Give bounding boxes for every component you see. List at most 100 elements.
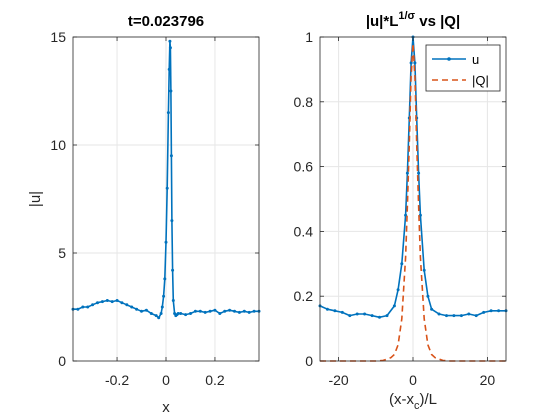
data-point (176, 312, 180, 315)
data-point (184, 313, 188, 317)
left-plot-title: t=0.023796 (128, 13, 204, 30)
data-point (237, 310, 241, 314)
data-point (162, 294, 166, 298)
data-point (189, 312, 192, 315)
legend: u |Q| (425, 44, 501, 92)
data-point (422, 268, 426, 272)
data-point (166, 111, 170, 115)
data-point (198, 309, 202, 313)
data-point (396, 288, 400, 292)
x-tick-label: 0 (409, 372, 417, 388)
y-tick-label: 0.8 (294, 94, 314, 110)
right-plot: -20 0 20 0 0.2 0.4 0.6 0.8 1 |u|*L1/σ vs |Q| (x-… (294, 10, 508, 412)
data-point (149, 312, 153, 315)
data-point (233, 309, 236, 313)
data-point (86, 305, 90, 309)
data-point (110, 300, 114, 304)
data-point (223, 309, 227, 313)
right-plot-xlabel-main: (x-x (389, 391, 414, 408)
data-point (96, 301, 99, 305)
right-plot-xlabel-sub: c (414, 400, 420, 412)
x-tick-label: 0.2 (205, 372, 225, 388)
data-point (144, 308, 148, 312)
left-plot-xlabel: x (162, 399, 170, 416)
data-point (125, 303, 129, 307)
data-point (378, 315, 381, 319)
y-tick-label: 10 (50, 137, 66, 153)
data-point (325, 307, 329, 311)
data-point (165, 186, 169, 190)
data-point (405, 171, 409, 175)
data-point (203, 310, 207, 314)
data-point (171, 268, 175, 272)
data-point (163, 277, 167, 281)
data-point (482, 310, 486, 314)
y-tick-label: 0 (58, 353, 66, 369)
data-point (392, 304, 396, 308)
data-point (167, 67, 171, 71)
data-point (154, 314, 158, 318)
data-point (105, 299, 109, 302)
data-point (160, 305, 164, 309)
right-plot-title-main: |u|*L (366, 13, 399, 30)
plot-layer-0: -0.2 0 0.2 0 5 10 15 (50, 29, 261, 388)
data-point (81, 305, 85, 309)
data-point (417, 171, 421, 175)
data-point (409, 61, 413, 65)
x-tick-label: -0.2 (105, 372, 129, 388)
data-point (445, 314, 448, 318)
data-point (252, 309, 256, 313)
data-point (247, 310, 251, 314)
data-point (193, 309, 197, 313)
right-plot-xlabel-tail: )/L (419, 391, 437, 408)
x-tick-label: 20 (480, 372, 496, 388)
x-tick-label: -20 (328, 372, 348, 388)
data-point (474, 314, 478, 318)
data-point (489, 309, 493, 313)
data-point (497, 309, 501, 313)
legend-label-q: |Q| (472, 73, 489, 88)
data-point (452, 314, 456, 318)
data-point (340, 310, 344, 314)
data-point (140, 309, 143, 313)
data-point (169, 154, 173, 158)
y-tick-label: 0.6 (294, 159, 314, 175)
data-point (413, 61, 417, 65)
data-point (157, 316, 161, 320)
data-point (355, 312, 359, 316)
data-point (100, 300, 104, 304)
y-tick-label: 15 (50, 29, 66, 45)
y-tick-label: 0 (305, 353, 313, 369)
data-point (385, 314, 389, 318)
right-plot-title-tail: vs |Q| (415, 13, 460, 30)
data-point (130, 305, 134, 309)
data-point (437, 312, 441, 316)
legend-box (425, 44, 501, 92)
data-point (363, 312, 367, 316)
data-point (168, 39, 172, 43)
data-point (171, 299, 175, 302)
data-point (228, 308, 232, 312)
data-point (333, 309, 337, 313)
data-point (208, 309, 212, 313)
left-plot-ylabel: |u| (27, 191, 44, 207)
legend-marker-u (447, 57, 451, 61)
data-point (370, 314, 374, 318)
data-point (430, 307, 434, 311)
right-plot-title: |u|*L1/σ vs |Q| (366, 10, 460, 30)
data-point (164, 240, 168, 244)
right-plot-title-exponent: 1/σ (398, 10, 415, 22)
data-point (459, 314, 463, 318)
data-point (426, 294, 430, 298)
data-point (467, 312, 471, 316)
data-point (135, 307, 139, 311)
data-point (76, 307, 80, 311)
data-point (168, 46, 172, 50)
data-point (115, 299, 119, 302)
x-tick-label: 0 (162, 372, 170, 388)
left-plot: -0.2 0 0.2 0 5 10 15 t=0.023796 x |u| (27, 13, 261, 416)
data-point (91, 303, 95, 307)
data-point (170, 219, 174, 223)
data-point (242, 309, 246, 313)
data-point (169, 89, 173, 93)
